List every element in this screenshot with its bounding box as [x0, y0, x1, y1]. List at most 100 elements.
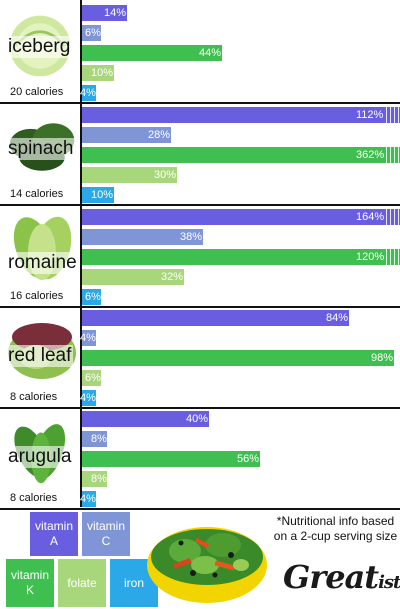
bar-value-label: 4%: [80, 87, 96, 99]
bar-value-label: 84%: [326, 312, 349, 324]
overflow-stripe: [386, 209, 387, 225]
bar-value-label: 38%: [180, 231, 203, 243]
salad-bowl-image: [147, 527, 267, 603]
bar-value-label: 164%: [356, 211, 385, 223]
logo-main: Great: [283, 558, 379, 596]
bar-iron: [82, 85, 96, 101]
bar-folate: [82, 167, 177, 183]
section-divider: [0, 306, 400, 308]
axis-line: [80, 0, 82, 507]
bar-value-label: 98%: [371, 352, 394, 364]
legend-vitamin-c: vitamin C: [82, 512, 130, 556]
section-divider: [0, 407, 400, 409]
section-divider: [0, 508, 400, 510]
veg-name: spinach: [6, 138, 76, 160]
section-iceberg: iceberg 20 calories 14% 6% 44% 10% 4%: [0, 2, 400, 104]
bar-vitamin-c: [82, 25, 101, 41]
overflow-stripe: [394, 249, 395, 265]
bar-vitamin-a: [82, 209, 400, 225]
bar-vitamin-c: [82, 431, 107, 447]
bar-vitamin-c: [82, 127, 171, 143]
overflow-stripe: [398, 209, 399, 225]
bar-iron: [82, 187, 114, 203]
veg-calories: 8 calories: [10, 492, 58, 504]
veg-calories: 14 calories: [10, 188, 64, 200]
bar-folate: [82, 370, 101, 386]
bar-value-label: 6%: [85, 372, 101, 384]
bar-value-label: 14%: [104, 7, 127, 19]
bar-value-label: 28%: [148, 129, 171, 141]
overflow-stripe: [386, 147, 387, 163]
overflow-stripe: [394, 107, 395, 123]
bar-vitamin-a: [82, 5, 127, 21]
veg-calories: 16 calories: [10, 290, 64, 302]
bar-value-label: 10%: [91, 189, 114, 201]
bar-iron: [82, 390, 96, 406]
bar-value-label: 10%: [91, 67, 114, 79]
bar-value-label: 4%: [80, 332, 96, 344]
bar-vitamin-k: [82, 147, 400, 163]
bar-value-label: 56%: [237, 453, 260, 465]
veg-calories: 8 calories: [10, 391, 58, 403]
overflow-stripe: [390, 249, 391, 265]
bar-vitamin-c: [82, 229, 203, 245]
bar-value-label: 112%: [356, 109, 384, 121]
legend-vitamin-c-label: vitamin C: [86, 519, 125, 548]
logo-suffix: ist: [378, 572, 400, 593]
legend-folate-label: folate: [67, 575, 97, 590]
veg-name: romaine: [6, 252, 79, 274]
bar-vitamin-c: [82, 330, 96, 346]
overflow-stripe: [386, 249, 387, 265]
bar-iron: [82, 289, 101, 305]
veg-name: iceberg: [6, 36, 73, 58]
overflow-stripe: [398, 147, 399, 163]
section-divider: [0, 204, 400, 206]
romaine-image: [13, 216, 72, 280]
bar-value-label: 30%: [154, 169, 177, 181]
bar-value-label: 6%: [85, 27, 101, 39]
bar-vitamin-k: [82, 350, 394, 366]
bar-vitamin-k: [82, 45, 222, 61]
bar-vitamin-k: [82, 451, 260, 467]
bar-value-label: 32%: [161, 271, 184, 283]
veg-name: red leaf: [6, 345, 74, 367]
section-spinach: spinach 14 calories 112% 28% 362% 30% 10%: [0, 104, 400, 206]
legend-vitamin-a-label: vitamin A: [34, 519, 73, 548]
overflow-stripe: [398, 107, 399, 123]
legend-iron-label: iron: [123, 575, 144, 590]
legend-folate: folate: [58, 559, 106, 607]
bar-vitamin-a: [82, 107, 400, 123]
bar-value-label: 40%: [186, 413, 209, 425]
overflow-stripe: [394, 147, 395, 163]
section-divider: [0, 102, 400, 104]
veg-name: arugula: [6, 446, 74, 468]
overflow-stripe: [390, 147, 391, 163]
bar-folate: [82, 471, 107, 487]
section-arugula: arugula 8 calories 40% 8% 56% 8% 4%: [0, 408, 400, 510]
overflow-stripe: [394, 209, 395, 225]
bar-value-label: 4%: [80, 392, 96, 404]
bar-value-label: 120%: [356, 251, 385, 263]
bar-value-label: 44%: [199, 47, 222, 59]
bar-iron: [82, 491, 96, 507]
legend-vitamin-a: vitamin A: [30, 512, 78, 556]
bar-vitamin-k: [82, 249, 400, 265]
legend-vitamin-k-label: vitamin K: [10, 568, 49, 597]
bar-vitamin-a: [82, 411, 209, 427]
bar-vitamin-a: [82, 310, 349, 326]
serving-size-note: *Nutritional info based on a 2-cup servi…: [273, 514, 398, 543]
bar-value-label: 4%: [80, 493, 96, 505]
bar-value-label: 6%: [85, 291, 101, 303]
bar-value-label: 8%: [91, 473, 107, 485]
bar-folate: [82, 65, 114, 81]
overflow-stripe: [398, 249, 399, 265]
overflow-stripe: [386, 107, 387, 123]
overflow-stripe: [390, 209, 391, 225]
bar-folate: [82, 269, 184, 285]
veg-calories: 20 calories: [10, 86, 64, 98]
bar-value-label: 8%: [91, 433, 107, 445]
overflow-stripe: [390, 107, 391, 123]
legend-vitamin-k: vitamin K: [6, 559, 54, 607]
section-red-leaf: red leaf 8 calories 84% 4% 98% 6% 4%: [0, 307, 400, 409]
greatist-logo: Greatist: [283, 558, 400, 596]
